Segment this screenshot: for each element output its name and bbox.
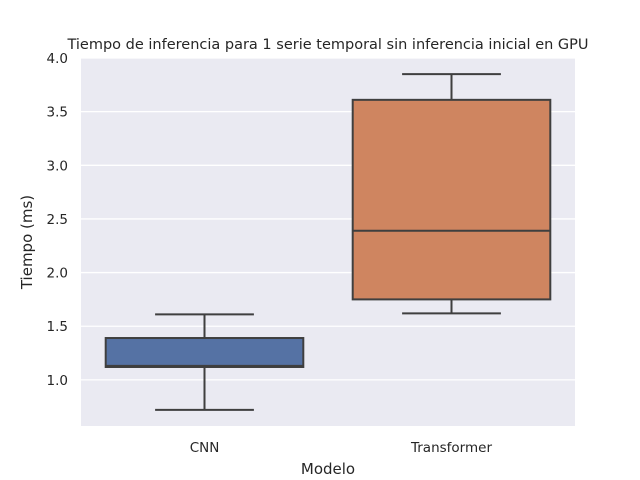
box-iqr: [104, 337, 305, 368]
y-tick-label: 4.0: [47, 51, 68, 67]
box-iqr: [351, 98, 552, 301]
box-cnn: [104, 313, 305, 411]
y-tick-label: 2.5: [47, 212, 68, 228]
y-tick-label: 2.0: [47, 266, 68, 282]
x-tick-label: Transformer: [410, 440, 492, 456]
ticks: 1.0 1.5 2.0 2.5 3.0 3.5 4.0 CNN Transformer: [47, 51, 493, 456]
y-tick-label: 1.0: [47, 373, 68, 389]
boxes: [104, 73, 552, 411]
x-axis-label: Modelo: [301, 460, 355, 478]
box-transformer: [351, 73, 552, 315]
y-tick-label: 1.5: [47, 319, 68, 335]
y-tick-label: 3.5: [47, 105, 68, 121]
y-tick-label: 3.0: [47, 158, 68, 174]
x-tick-label: CNN: [190, 440, 220, 456]
y-axis-label: Tiempo (ms): [18, 195, 36, 290]
chart-title: Tiempo de inferencia para 1 serie tempor…: [66, 37, 588, 53]
